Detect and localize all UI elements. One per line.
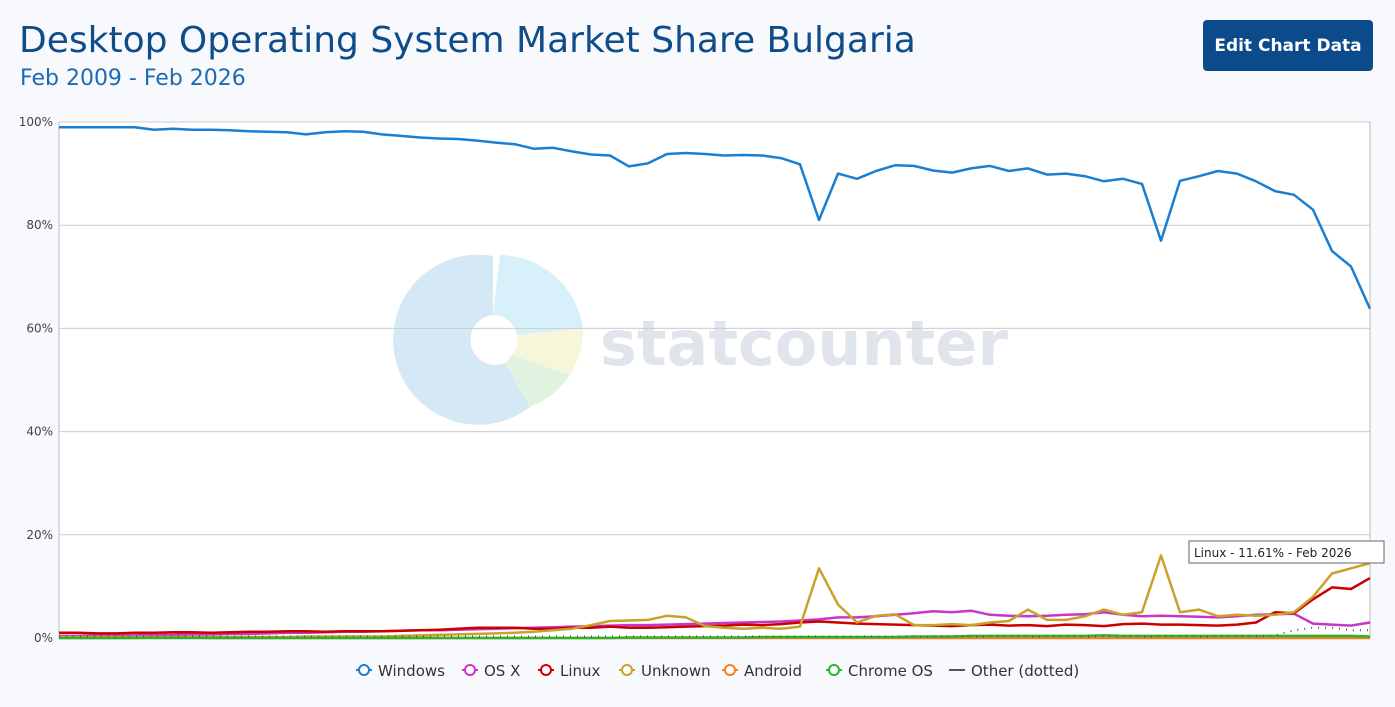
- chart-subtitle: Feb 2009 - Feb 2026: [20, 66, 246, 91]
- legend-label: OS X: [484, 662, 520, 680]
- legend-label: Other (dotted): [971, 662, 1079, 680]
- watermark: statcounter: [600, 307, 1008, 380]
- legend-marker: [464, 664, 476, 676]
- legend-marker: [724, 664, 736, 676]
- y-tick-label: 100%: [19, 115, 53, 129]
- series-line: [59, 125, 1372, 310]
- series-line: [59, 626, 1370, 638]
- tooltip: Linux - 11.61% - Feb 2026: [1194, 546, 1352, 560]
- y-tick-label: 80%: [26, 218, 53, 232]
- chart-title: Desktop Operating System Market Share Bu…: [19, 20, 916, 61]
- legend-label: Linux: [560, 662, 601, 680]
- legend-marker: [828, 664, 840, 676]
- y-tick-label: 0%: [34, 631, 53, 645]
- y-tick-label: 60%: [26, 321, 53, 335]
- series-line: [59, 609, 1371, 638]
- y-tick-label: 40%: [26, 425, 53, 439]
- plot-area: [58, 121, 1371, 639]
- legend-marker: [540, 664, 552, 676]
- legend-label: Unknown: [641, 662, 711, 680]
- tooltip-box: [1188, 540, 1385, 564]
- y-tick-label: 20%: [26, 528, 53, 542]
- legend-label: Chrome OS: [848, 662, 933, 680]
- watermark-logo: [393, 254, 584, 425]
- legend-marker: [358, 664, 370, 676]
- legend-marker: [621, 664, 633, 676]
- edit-chart-data-button[interactable]: Edit Chart Data: [1203, 20, 1373, 71]
- legend-label: Windows: [378, 662, 445, 680]
- legend-label: Android: [744, 662, 802, 680]
